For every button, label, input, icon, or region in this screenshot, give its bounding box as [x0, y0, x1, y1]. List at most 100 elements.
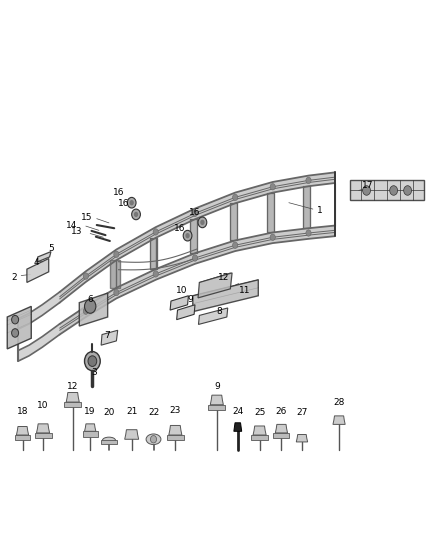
Polygon shape: [268, 192, 274, 232]
Text: 4: 4: [34, 258, 39, 266]
Polygon shape: [35, 433, 52, 438]
Circle shape: [85, 352, 100, 370]
Ellipse shape: [102, 437, 116, 443]
Polygon shape: [27, 259, 49, 282]
Polygon shape: [303, 186, 310, 228]
Circle shape: [153, 229, 158, 235]
Polygon shape: [253, 426, 266, 435]
Circle shape: [198, 217, 207, 228]
Polygon shape: [14, 435, 31, 440]
Circle shape: [306, 177, 311, 183]
Ellipse shape: [146, 434, 161, 445]
Text: 16: 16: [174, 224, 185, 233]
Polygon shape: [110, 260, 120, 288]
Polygon shape: [177, 305, 195, 320]
Circle shape: [390, 185, 398, 195]
Text: 21: 21: [126, 407, 138, 416]
Polygon shape: [193, 280, 258, 312]
Polygon shape: [60, 172, 335, 303]
Circle shape: [114, 289, 119, 296]
Text: 24: 24: [232, 407, 244, 416]
Text: 28: 28: [333, 398, 345, 407]
Polygon shape: [36, 252, 51, 262]
Circle shape: [132, 209, 141, 220]
Polygon shape: [7, 306, 31, 349]
Polygon shape: [169, 425, 182, 435]
Text: 16: 16: [189, 208, 200, 217]
Circle shape: [404, 185, 412, 195]
Polygon shape: [170, 296, 188, 310]
Circle shape: [85, 300, 96, 313]
Text: 22: 22: [148, 408, 159, 417]
Text: 3: 3: [92, 368, 97, 377]
Text: 6: 6: [87, 295, 93, 304]
Circle shape: [270, 183, 276, 190]
Circle shape: [83, 308, 88, 314]
Text: 10: 10: [176, 286, 187, 295]
Text: 11: 11: [240, 286, 251, 295]
Polygon shape: [125, 430, 139, 439]
Text: 14: 14: [66, 221, 78, 230]
Polygon shape: [198, 273, 232, 298]
Text: 25: 25: [254, 408, 265, 417]
Polygon shape: [276, 424, 288, 433]
Text: 13: 13: [71, 228, 83, 237]
Text: 5: 5: [48, 245, 54, 254]
Polygon shape: [60, 225, 335, 335]
Polygon shape: [350, 180, 424, 200]
Text: 16: 16: [118, 199, 130, 208]
Circle shape: [153, 271, 158, 277]
Text: 15: 15: [81, 213, 93, 222]
Circle shape: [270, 234, 276, 240]
Text: 12: 12: [67, 382, 78, 391]
Circle shape: [12, 316, 18, 324]
Text: 23: 23: [170, 406, 181, 415]
Polygon shape: [85, 424, 96, 431]
Polygon shape: [66, 392, 79, 402]
Polygon shape: [190, 219, 197, 253]
Polygon shape: [64, 402, 81, 407]
Circle shape: [130, 200, 134, 205]
Text: 1: 1: [317, 206, 322, 215]
Circle shape: [114, 251, 119, 257]
Text: 17: 17: [362, 181, 373, 190]
Circle shape: [192, 255, 198, 261]
Text: 8: 8: [216, 307, 222, 316]
Circle shape: [127, 197, 136, 208]
Polygon shape: [234, 423, 242, 431]
Circle shape: [150, 435, 156, 443]
Circle shape: [306, 230, 311, 236]
Polygon shape: [198, 308, 228, 325]
Circle shape: [134, 212, 138, 217]
Polygon shape: [230, 203, 237, 240]
Text: 26: 26: [276, 407, 287, 416]
Circle shape: [200, 220, 205, 225]
Polygon shape: [101, 330, 118, 345]
Polygon shape: [273, 433, 290, 438]
Circle shape: [88, 356, 97, 367]
Polygon shape: [296, 434, 307, 442]
Polygon shape: [18, 292, 60, 329]
Text: 10: 10: [37, 401, 49, 410]
Text: 16: 16: [113, 188, 124, 197]
Circle shape: [233, 194, 238, 200]
Text: 12: 12: [218, 273, 229, 281]
Circle shape: [185, 233, 190, 238]
Text: 2: 2: [12, 273, 18, 281]
Polygon shape: [167, 435, 184, 440]
Circle shape: [192, 210, 198, 216]
Polygon shape: [333, 416, 345, 424]
Polygon shape: [36, 424, 49, 433]
Circle shape: [363, 185, 371, 195]
Text: 20: 20: [103, 408, 115, 417]
Polygon shape: [79, 293, 108, 326]
Text: 19: 19: [85, 407, 96, 416]
Text: 7: 7: [104, 331, 110, 340]
Circle shape: [12, 329, 18, 337]
Circle shape: [83, 273, 88, 279]
Text: 9: 9: [214, 382, 220, 391]
Circle shape: [233, 242, 238, 248]
Text: 9: 9: [188, 295, 194, 304]
Polygon shape: [101, 440, 117, 443]
Circle shape: [183, 230, 192, 241]
